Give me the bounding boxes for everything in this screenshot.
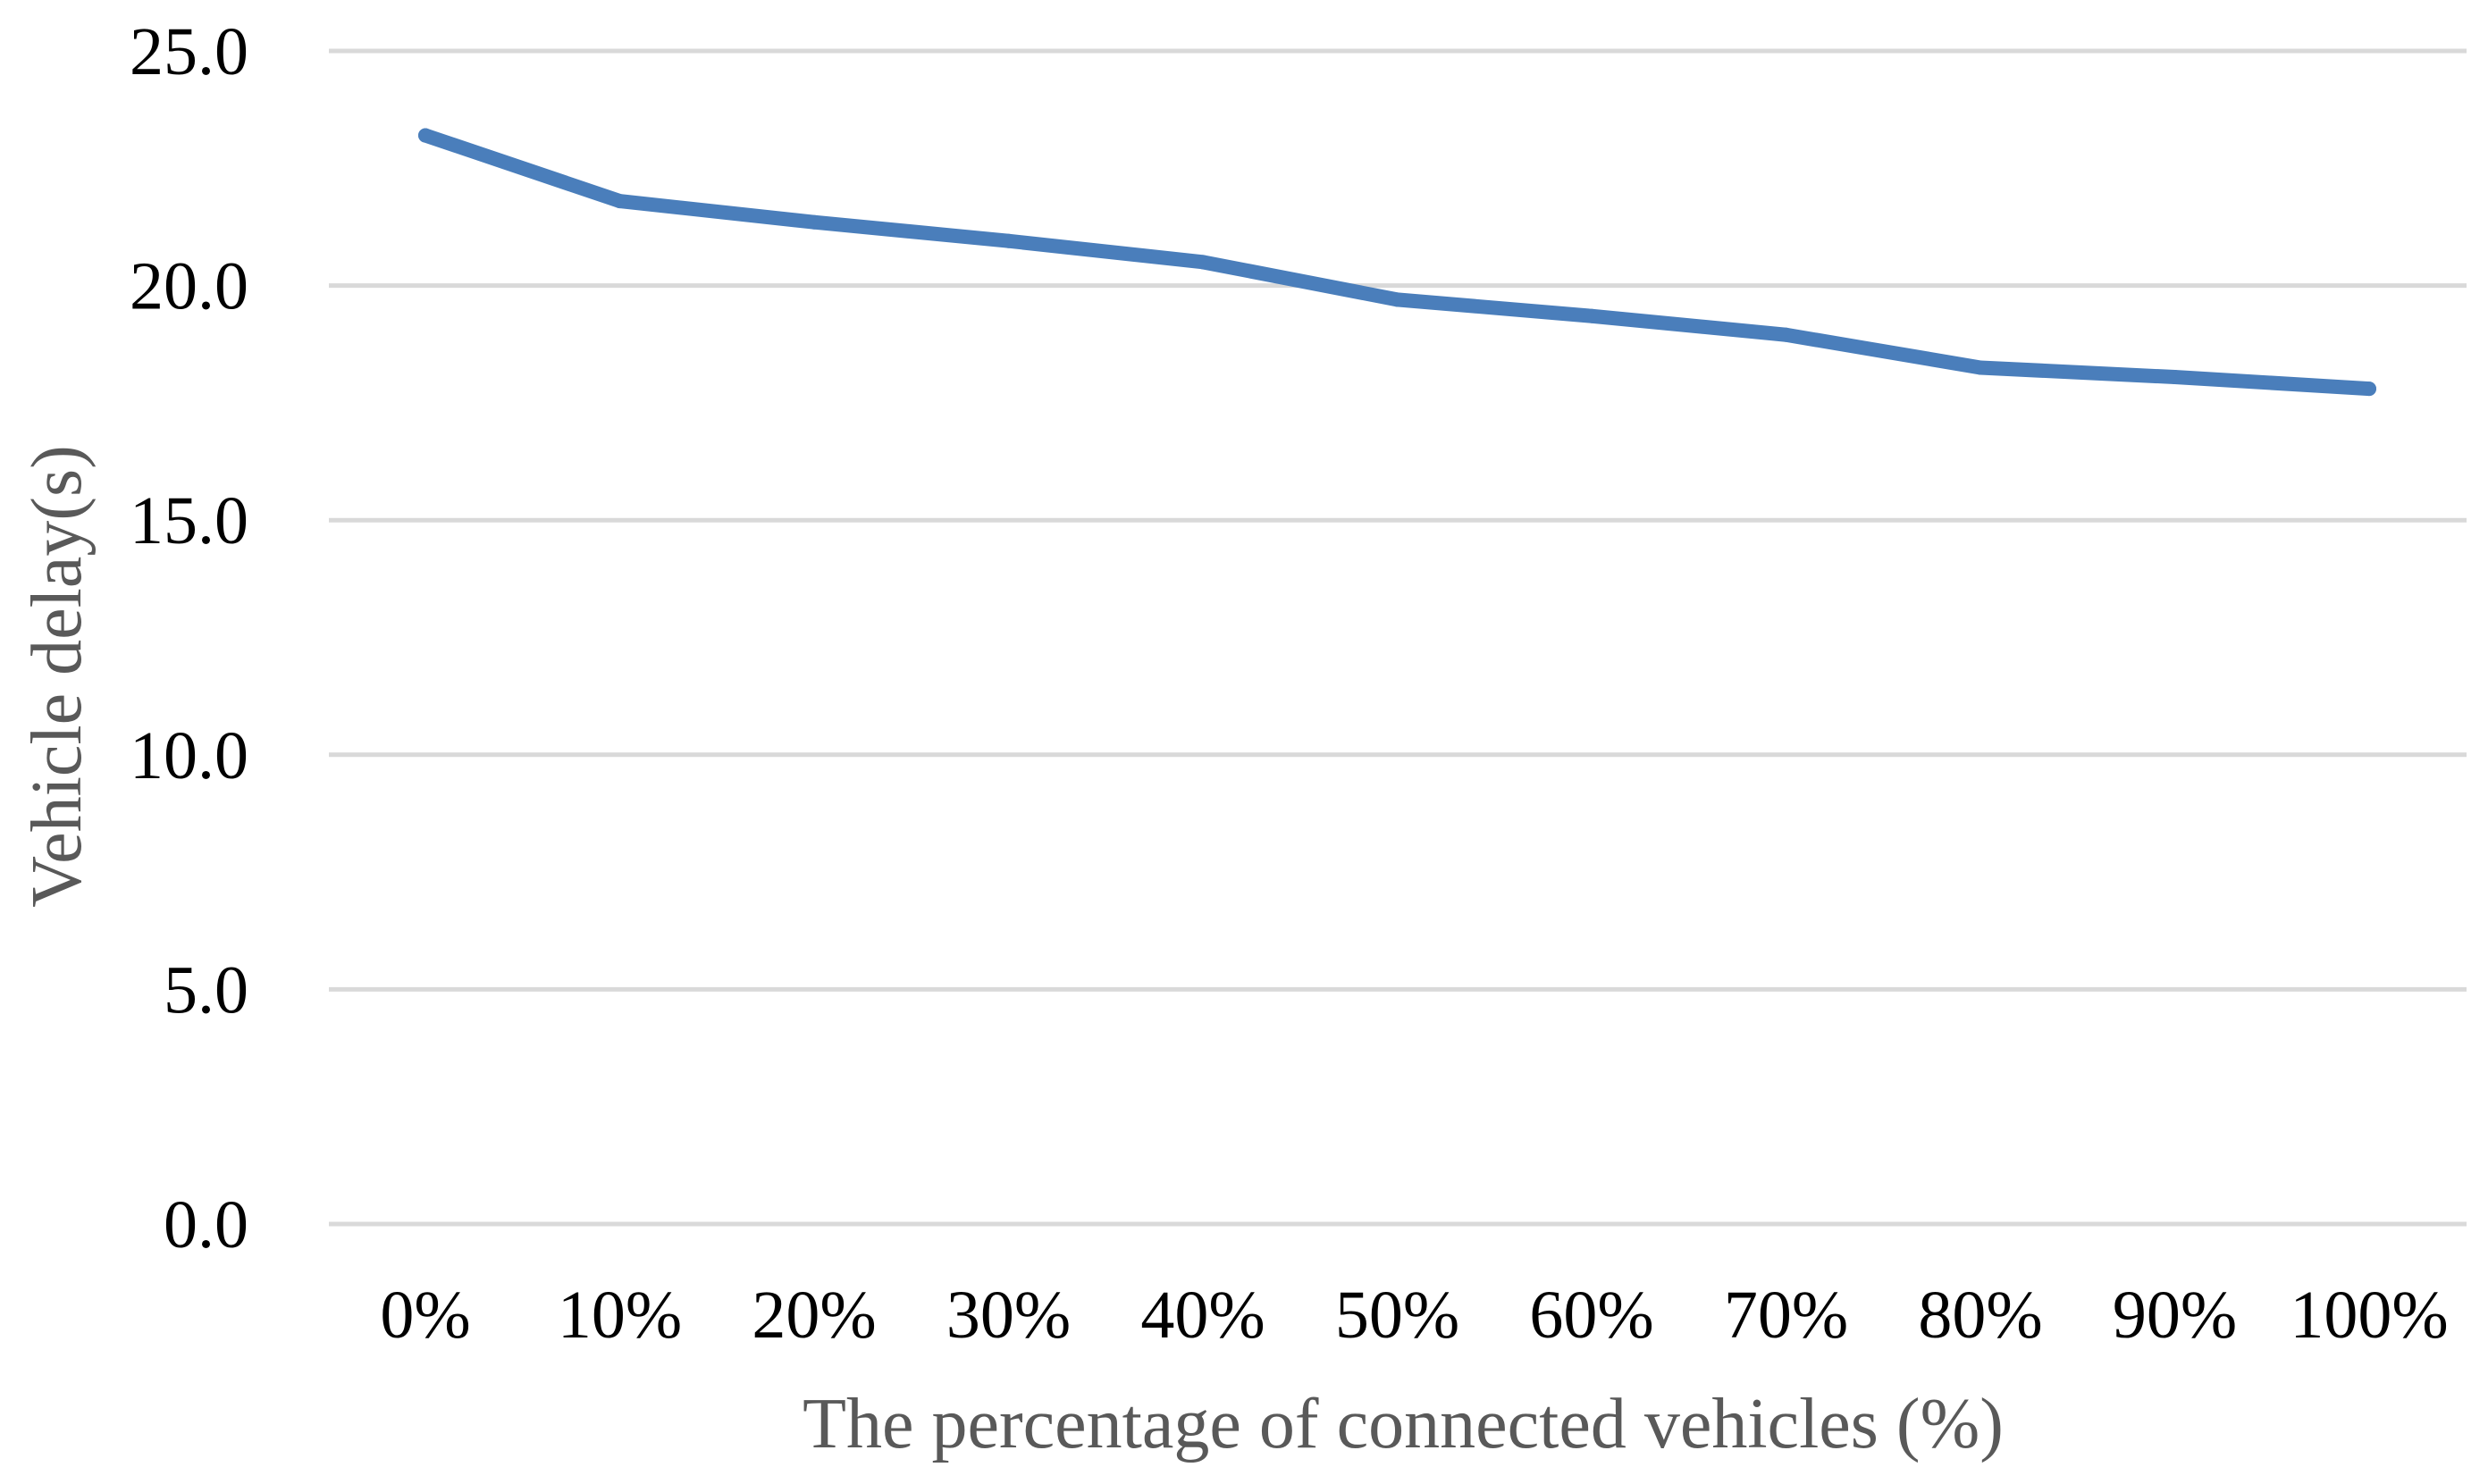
x-axis-title: The percentage of connected vehicles (%): [803, 1385, 2004, 1463]
x-tick-label: 80%: [1918, 1278, 2042, 1353]
y-tick-label: 20.0: [130, 249, 248, 324]
x-tick-label: 50%: [1335, 1278, 1459, 1353]
x-tick-label: 70%: [1724, 1278, 1848, 1353]
data-point: [2167, 370, 2182, 385]
y-axis-ticks: 0.0 5.0 10.0 15.0 20.0 25.0: [130, 14, 248, 1262]
data-point: [418, 128, 433, 143]
y-tick-label: 5.0: [164, 952, 248, 1027]
data-point: [1778, 327, 1794, 342]
x-tick-label: 20%: [752, 1278, 876, 1353]
x-axis-ticks: 0% 10% 20% 30% 40% 50% 60% 70% 80% 90% 100%: [380, 1278, 2448, 1353]
data-point: [2362, 381, 2376, 397]
y-tick-label: 15.0: [130, 483, 248, 558]
data-point: [807, 214, 821, 230]
x-tick-label: 30%: [946, 1278, 1071, 1353]
x-tick-label: 90%: [2113, 1278, 2237, 1353]
x-tick-label: 0%: [380, 1278, 470, 1353]
y-tick-label: 0.0: [164, 1187, 248, 1262]
x-tick-label: 40%: [1140, 1278, 1265, 1353]
x-tick-label: 100%: [2290, 1278, 2448, 1353]
x-tick-label: 10%: [558, 1278, 682, 1353]
data-point: [1973, 360, 1988, 375]
data-point: [612, 194, 627, 209]
series-line: [418, 128, 2376, 397]
series-layer: [418, 128, 2376, 397]
y-tick-label: 25.0: [130, 14, 248, 89]
y-axis-title: Vehicle delay(s): [18, 445, 97, 908]
data-point: [1584, 308, 1599, 323]
data-point: [1196, 255, 1210, 270]
data-point: [1390, 292, 1405, 307]
y-tick-label: 10.0: [130, 718, 248, 793]
gridlines: [329, 48, 2467, 1227]
data-point: [1001, 233, 1016, 248]
x-tick-label: 60%: [1529, 1278, 1653, 1353]
